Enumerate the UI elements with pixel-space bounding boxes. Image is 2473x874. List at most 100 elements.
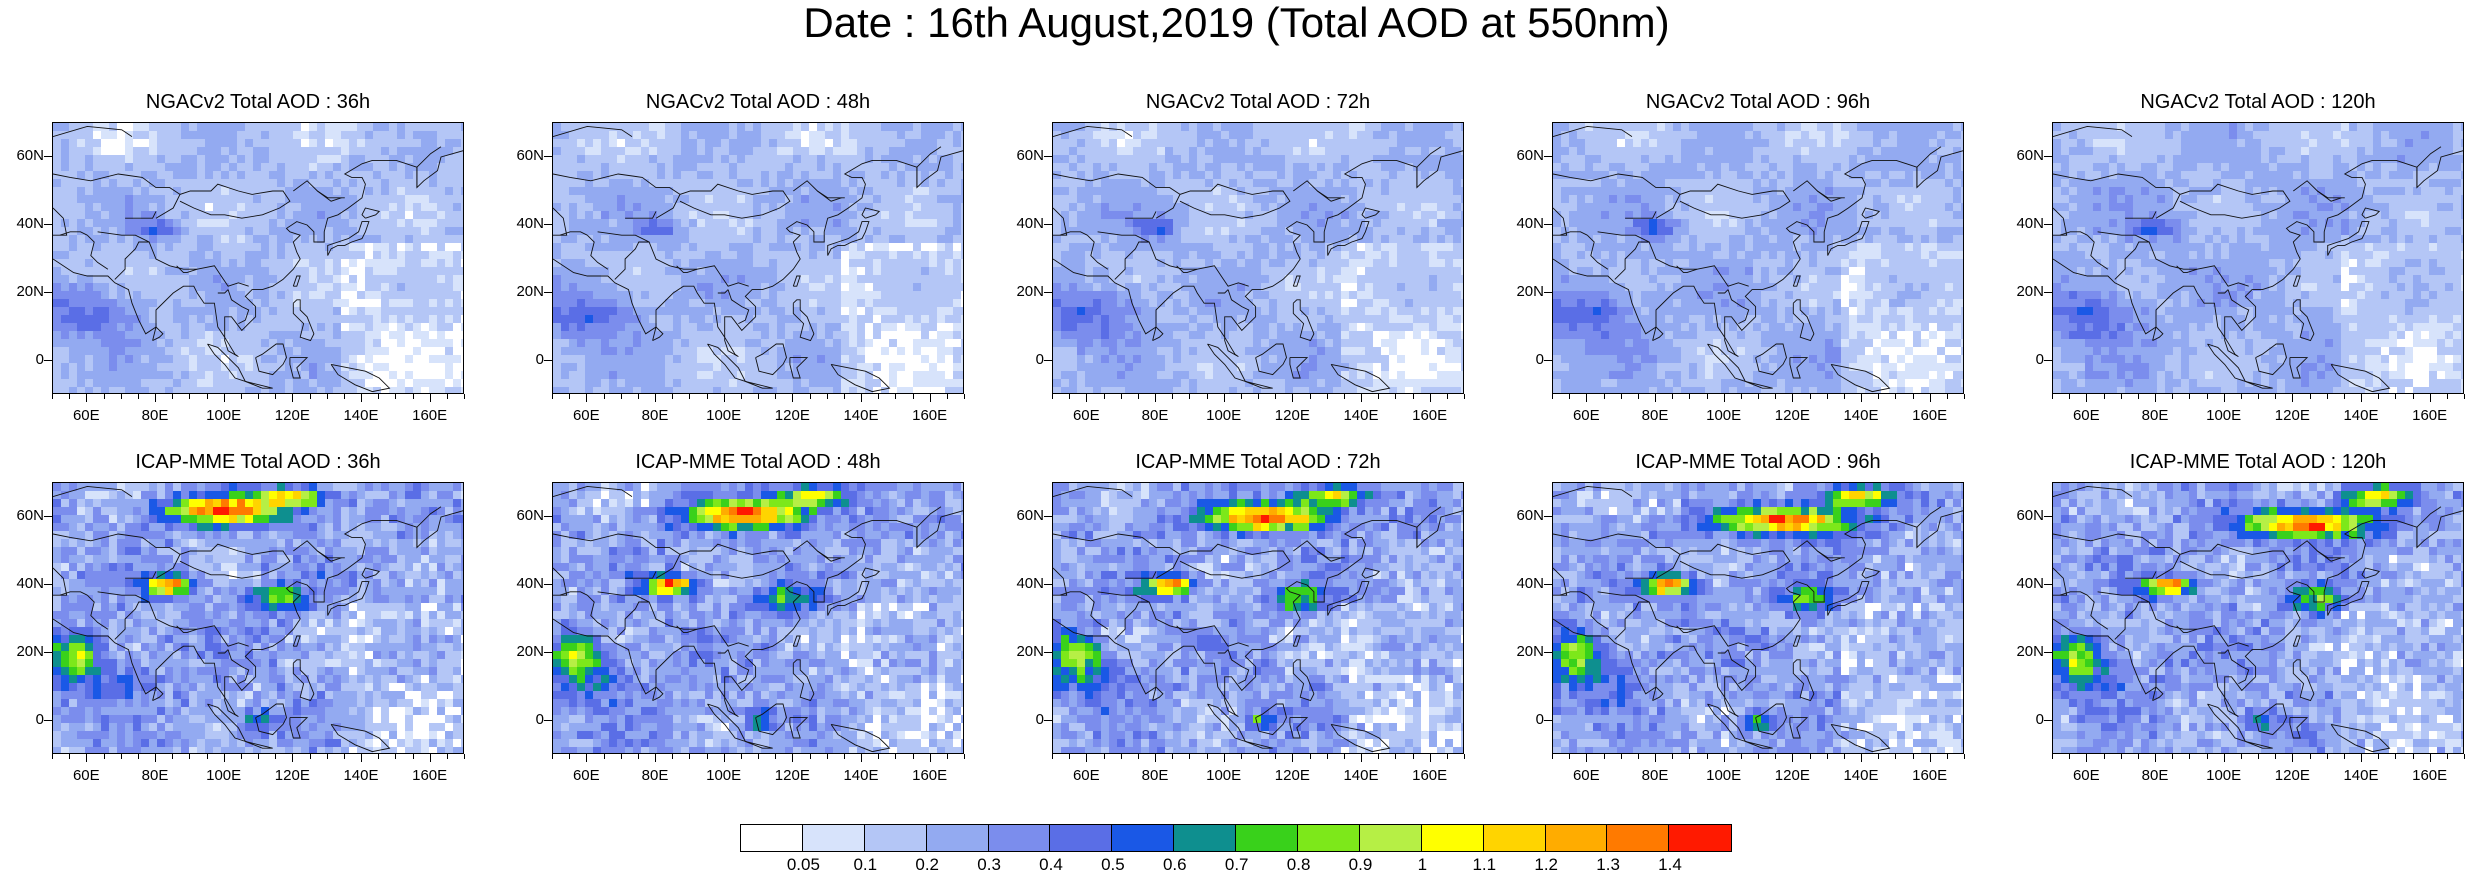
lon-tick	[223, 754, 225, 762]
lon-minor-tick	[52, 754, 53, 759]
lon-minor-tick	[1069, 394, 1071, 399]
lon-minor-tick	[52, 394, 53, 399]
colorbar-swatch	[1298, 825, 1360, 851]
lon-minor-tick	[412, 394, 414, 399]
map-panel-icap-mme-120h: ICAP-MME Total AOD : 120h 60N 40N 20N 0 60E 80…	[2000, 450, 2470, 830]
lon-minor-tick	[326, 754, 328, 759]
map-panel-icap-mme-96h: ICAP-MME Total AOD : 96h 60N 40N 20N 0 60E 80E…	[1500, 450, 1970, 830]
aod-map	[1552, 482, 1964, 754]
lon-minor-tick	[103, 394, 105, 399]
lat-label: 0	[0, 712, 52, 728]
lon-label: 100E	[1206, 767, 1242, 784]
lon-label: 60E	[72, 767, 100, 784]
lon-tick	[1086, 754, 1088, 762]
lon-minor-tick	[1120, 754, 1122, 759]
aod-field	[1553, 123, 1963, 393]
lon-tick	[2086, 394, 2088, 402]
lon-minor-tick	[2120, 394, 2122, 399]
lon-minor-tick	[1275, 394, 1277, 399]
colorbar-swatch	[1607, 825, 1670, 851]
lon-minor-tick	[1378, 394, 1380, 399]
lon-minor-tick	[1343, 394, 1345, 399]
lon-minor-tick	[569, 754, 571, 759]
lat-label: 40N	[500, 576, 552, 592]
colorbar-swatch	[1669, 825, 1732, 851]
lon-tick	[1155, 754, 1156, 762]
lat-label: 20N	[1000, 284, 1052, 300]
lon-minor-tick	[672, 394, 674, 399]
lon-minor-tick	[843, 394, 845, 399]
map-panel-ngacv2-72h: NGACv2 Total AOD : 72h 60N 40N 20N 0 60E 80E 10…	[1000, 90, 1470, 470]
lon-label: 120E	[1774, 767, 1810, 784]
lon-minor-tick	[378, 394, 380, 399]
lon-minor-tick	[1258, 394, 1259, 399]
lon-tick	[2223, 754, 2225, 762]
coastline-icon	[2053, 125, 2463, 393]
panel-title: ICAP-MME Total AOD : 72h	[1135, 451, 1381, 473]
lon-label: 160E	[912, 767, 948, 784]
lon-minor-tick	[775, 754, 777, 759]
lon-minor-tick	[1964, 754, 1965, 759]
lon-minor-tick	[809, 754, 811, 759]
lon-label: 140E	[1843, 407, 1879, 424]
lat-label: 60N	[500, 508, 552, 524]
lat-label: 20N	[1500, 644, 1552, 660]
lon-minor-tick	[2120, 754, 2122, 759]
colorbar-label: 0.2	[915, 855, 939, 874]
lon-minor-tick	[412, 754, 414, 759]
colorbar-swatch	[1421, 825, 1484, 851]
lon-minor-tick	[2464, 394, 2465, 399]
lon-tick	[429, 754, 431, 762]
lon-minor-tick	[395, 394, 397, 399]
lon-minor-tick	[1706, 394, 1708, 399]
lon-label: 160E	[1912, 767, 1948, 784]
lon-label: 100E	[206, 767, 242, 784]
colorbar-label: 0.6	[1162, 855, 1187, 874]
lon-minor-tick	[1137, 394, 1139, 399]
lon-minor-tick	[1775, 394, 1777, 399]
lon-minor-tick	[603, 754, 605, 759]
lon-label: 100E	[1706, 407, 1742, 424]
aod-field	[553, 123, 963, 393]
lon-minor-tick	[740, 754, 742, 759]
lon-label: 140E	[2343, 407, 2379, 424]
lat-label: 60N	[0, 148, 52, 164]
lon-minor-tick	[1103, 754, 1105, 759]
lon-minor-tick	[758, 754, 759, 759]
lon-minor-tick	[775, 394, 777, 399]
lon-minor-tick	[2412, 754, 2414, 759]
lon-tick	[1292, 394, 1294, 402]
lon-minor-tick	[1464, 394, 1465, 399]
lon-label: 140E	[343, 767, 379, 784]
lat-label: 60N	[1000, 148, 1052, 164]
lon-minor-tick	[2326, 394, 2328, 399]
lon-label: 120E	[774, 767, 810, 784]
lon-label: 140E	[843, 407, 879, 424]
lon-label: 60E	[1572, 767, 1600, 784]
colorbar-label: 1.4	[1658, 855, 1682, 874]
lon-minor-tick	[189, 754, 191, 759]
coastline-icon	[553, 125, 963, 393]
lon-minor-tick	[2172, 754, 2174, 759]
coastline-icon	[1553, 125, 1963, 393]
aod-field	[2053, 123, 2463, 393]
lon-label: 80E	[1641, 407, 1669, 424]
lon-minor-tick	[2189, 754, 2191, 759]
lon-label: 60E	[1072, 767, 1100, 784]
lon-tick	[361, 754, 362, 762]
lon-label: 140E	[1843, 767, 1879, 784]
lon-tick	[1586, 754, 1588, 762]
lon-tick	[1861, 754, 1862, 762]
lat-label: 40N	[2000, 576, 2052, 592]
lat-label: 60N	[1000, 508, 1052, 524]
lon-label: 100E	[706, 407, 742, 424]
lon-tick	[586, 754, 588, 762]
lon-label: 160E	[2412, 407, 2448, 424]
lon-minor-tick	[258, 394, 259, 399]
lon-label: 120E	[2274, 767, 2310, 784]
lon-minor-tick	[2275, 394, 2277, 399]
lon-minor-tick	[1912, 394, 1914, 399]
lon-minor-tick	[826, 394, 828, 399]
lat-label: 20N	[2000, 284, 2052, 300]
lon-label: 120E	[274, 767, 310, 784]
